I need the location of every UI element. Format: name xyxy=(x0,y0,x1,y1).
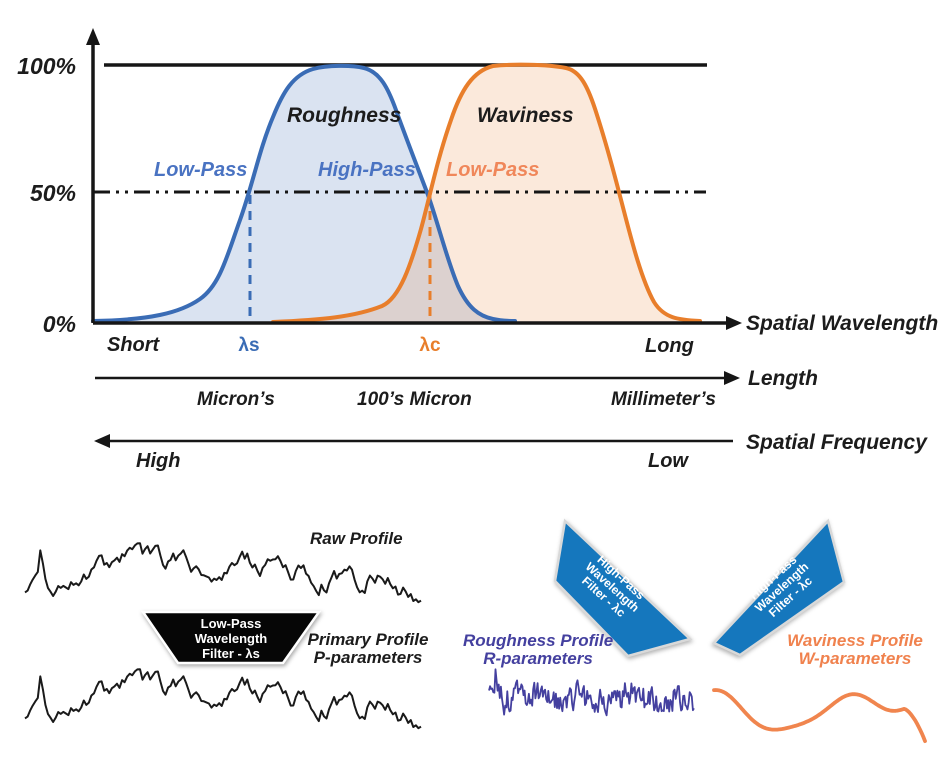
millimeters-label: Millimeter’s xyxy=(611,389,716,410)
low-pass-filter-label-line2: Wavelength xyxy=(194,631,268,646)
low-pass-filter-label: Low-Pass Wavelength Filter - λs xyxy=(160,616,302,661)
raw-profile-trace xyxy=(24,542,422,604)
primary-profile-label-line1: Primary Profile xyxy=(307,630,429,649)
roughness-curve-label: Roughness xyxy=(287,104,402,127)
low-pass-filter-label-line3: Filter - λs xyxy=(202,646,260,661)
roughness-profile-trace xyxy=(488,668,695,717)
waviness-profile-label-line2: W-parameters xyxy=(798,648,912,668)
high-pass-blue-label: High-Pass xyxy=(318,159,416,181)
roughness-profile-label-line1: Roughness Profile xyxy=(463,631,614,650)
spatial-wavelength-axis-title: Spatial Wavelength xyxy=(746,312,939,335)
low-pass-blue-label: Low-Pass xyxy=(154,159,248,181)
primary-profile-trace xyxy=(24,668,422,730)
length-axis-arrowhead xyxy=(724,371,740,385)
tick-100-percent: 100% xyxy=(17,53,76,79)
x-axis-arrowhead xyxy=(726,316,742,330)
hundreds-micron-label: 100’s Micron xyxy=(357,389,472,410)
y-axis-arrowhead xyxy=(86,28,100,45)
lambda-s-label: λs xyxy=(238,335,260,356)
high-pass-filter-shape-right xyxy=(711,518,846,657)
roughness-profile-label-line2: R-parameters xyxy=(483,648,593,668)
waviness-profile-label-line1: Waviness Profile xyxy=(787,631,923,650)
waviness-profile-trace xyxy=(712,688,927,743)
tick-50-percent: 50% xyxy=(29,180,76,206)
microns-label: Micron’s xyxy=(197,389,275,410)
roughness-profile-label: Roughness Profile R-parameters xyxy=(463,632,613,668)
low-pass-filter-label-line1: Low-Pass xyxy=(200,616,262,631)
low-pass-filter-shape xyxy=(140,610,322,665)
roughness-curve-fill xyxy=(93,65,515,323)
waviness-curve-fill xyxy=(273,64,700,324)
primary-profile-label: Primary Profile P-parameters xyxy=(303,631,433,667)
long-label: Long xyxy=(645,335,694,357)
waviness-transmission-curve xyxy=(271,62,702,324)
high-frequency-label: High xyxy=(136,450,181,472)
roughness-transmission-curve xyxy=(91,63,517,323)
low-pass-orange-label: Low-Pass xyxy=(446,159,540,181)
lambda-c-label: λc xyxy=(419,335,441,356)
waviness-curve-label: Waviness xyxy=(477,104,574,127)
raw-profile-label: Raw Profile xyxy=(310,529,403,548)
waviness-profile-label: Waviness Profile W-parameters xyxy=(780,632,930,668)
primary-profile-label-line2: P-parameters xyxy=(313,647,423,667)
short-label: Short xyxy=(107,334,160,356)
tick-0-percent: 0% xyxy=(42,311,76,337)
low-frequency-label: Low xyxy=(648,450,688,472)
frequency-axis-arrowhead xyxy=(94,434,110,448)
length-axis-title: Length xyxy=(748,367,818,390)
high-pass-filter-shape-left xyxy=(553,518,693,658)
spatial-frequency-axis-title: Spatial Frequency xyxy=(746,431,927,454)
